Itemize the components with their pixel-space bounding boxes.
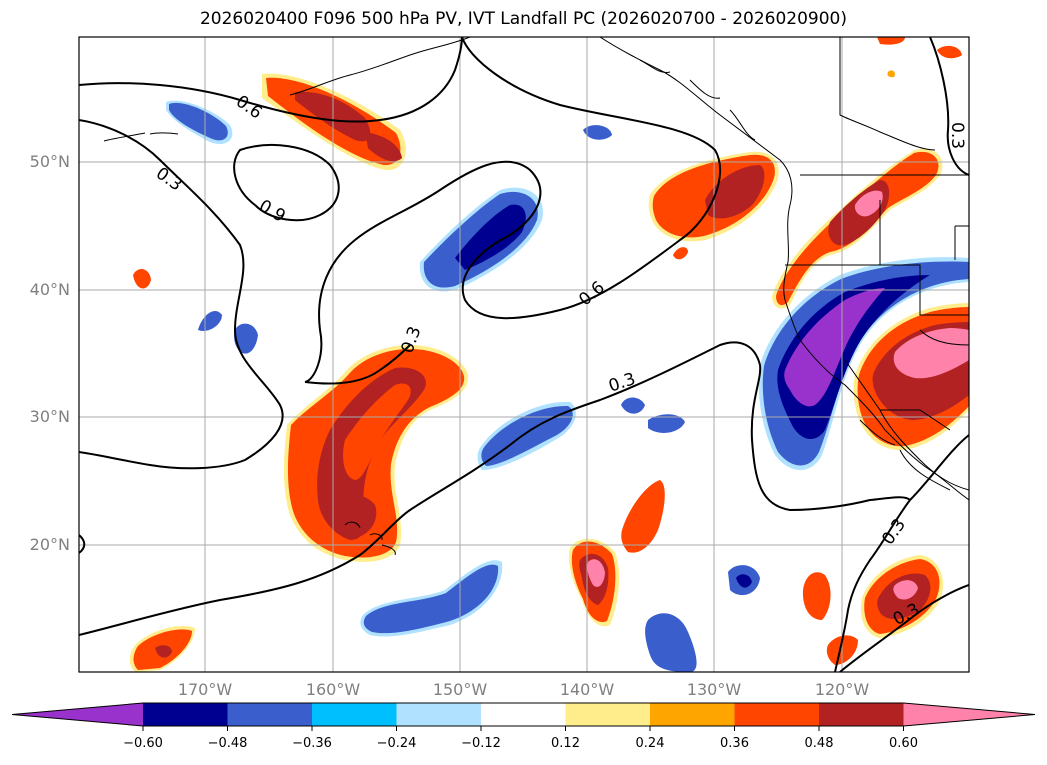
positive-anomaly-gulf-alaska	[262, 73, 406, 171]
lat-label-50n: 50°N	[29, 152, 70, 171]
positive-anomaly-spot	[621, 480, 665, 553]
contour-label: 0.3	[878, 515, 910, 549]
contour-label: 0.6	[232, 92, 266, 124]
colorbar-swatch	[227, 703, 313, 726]
colorbar-tick-label: −0.24	[376, 736, 417, 751]
lon-label-140w: 140°W	[559, 680, 615, 699]
colorbar-tick-label: 0.12	[551, 736, 580, 751]
colorbar-extend-max	[903, 703, 1035, 726]
negative-anomaly-subtropical	[477, 401, 576, 470]
lon-label-170w: 170°W	[177, 680, 233, 699]
colorbar-swatch	[312, 703, 397, 726]
colorbar-swatch	[396, 703, 482, 726]
contour-label: 0.3	[947, 122, 967, 149]
lon-label-120w: 120°W	[814, 680, 870, 699]
colorbar-swatch	[734, 703, 820, 726]
negative-anomaly-south	[360, 560, 697, 672]
negative-anomaly-central	[419, 187, 543, 292]
positive-anomaly-spot	[802, 572, 831, 620]
positive-anomaly-baja	[860, 555, 944, 638]
lon-label-130w: 130°W	[686, 680, 742, 699]
colorbar-tick-label: 0.24	[635, 736, 665, 751]
colorbar-tick-label: −0.36	[292, 736, 332, 751]
gridlines	[79, 37, 969, 672]
coastlines-borders	[103, 37, 969, 556]
lat-label-30n: 30°N	[29, 407, 70, 426]
contour-label: 0.3	[152, 164, 186, 196]
colorbar-extend-min	[12, 703, 143, 726]
lat-label-40n: 40°N	[29, 280, 70, 299]
colorbar-tick-label: −0.12	[461, 736, 501, 751]
positive-anomaly-subtropical-plume	[283, 345, 469, 562]
colorbar-swatch	[565, 703, 651, 726]
colorbar-swatch	[819, 703, 904, 726]
lon-label-160w: 160°W	[305, 680, 361, 699]
map-title: 2026020400 F096 500 hPa PV, IVT Landfall…	[199, 9, 847, 29]
contour-label: 0.9	[255, 196, 288, 227]
colorbar	[11, 702, 1036, 731]
positive-anomaly-oregon	[772, 148, 943, 309]
colorbar-swatch	[143, 703, 228, 726]
negative-anomaly-spot	[198, 310, 222, 331]
colorbar-swatch	[481, 703, 566, 726]
colorbar-tick-label: −0.60	[123, 736, 163, 751]
shaded-anomaly-field	[129, 37, 969, 672]
lat-label-20n: 20°N	[29, 535, 70, 554]
negative-anomaly-spot	[583, 125, 612, 140]
negative-anomaly-northwest	[166, 100, 233, 145]
colorbar-tick-label: 0.36	[720, 736, 749, 751]
contour-label: 0.3	[606, 369, 638, 396]
negative-anomaly-spot	[648, 414, 685, 433]
negative-anomaly-spot	[234, 323, 258, 354]
colorbar-tick-label: 0.48	[804, 736, 834, 751]
lon-label-150w: 150°W	[432, 680, 488, 699]
colorbar-tick-label: 0.60	[889, 736, 918, 751]
colorbar-tick-label: −0.48	[207, 736, 248, 751]
positive-anomaly-southwest	[853, 303, 969, 451]
colorbar-swatch	[650, 703, 735, 726]
positive-anomaly-spot	[133, 268, 151, 289]
map-frame	[78, 36, 970, 673]
negative-anomaly-spot	[621, 397, 645, 414]
pv-contours	[79, 37, 969, 672]
contour-label: 0.6	[575, 278, 609, 311]
